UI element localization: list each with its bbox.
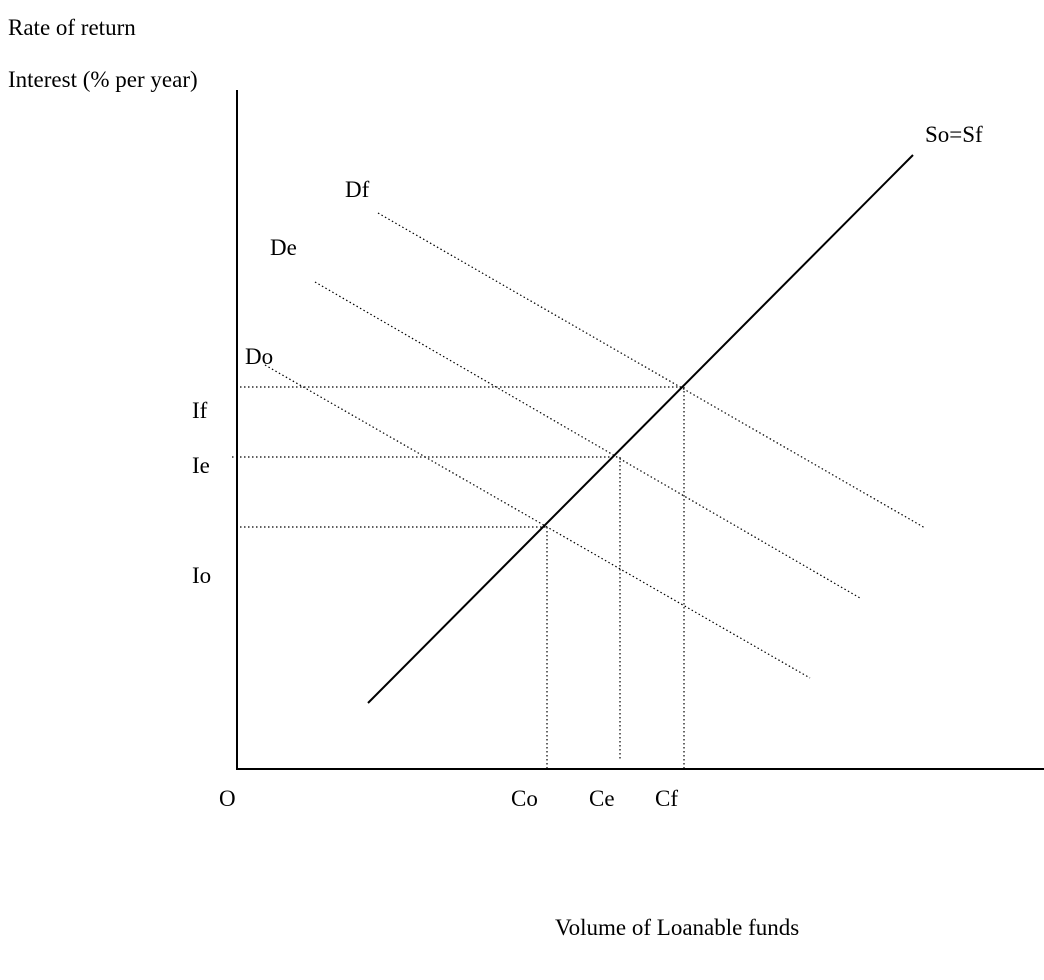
y-title: Rate of return [8, 15, 136, 40]
curve-label: So=Sf [925, 122, 983, 147]
origin-label: O [219, 786, 236, 811]
demand-curve-o [264, 364, 811, 679]
quantity-label: Ce [589, 786, 615, 811]
quantity-label: Co [511, 786, 538, 811]
interest-label: Ie [192, 453, 210, 478]
curve-label: Do [245, 344, 273, 369]
quantity-label: Cf [655, 786, 678, 811]
demand-curve-f [377, 212, 926, 529]
curve-label: De [270, 235, 297, 260]
x-title: Volume of Loanable funds [555, 915, 799, 940]
y-title: Interest (% per year) [8, 67, 198, 92]
supply-curve [367, 154, 914, 704]
demand-curve-e [314, 281, 861, 599]
curve-label: Df [345, 177, 370, 202]
interest-label: If [192, 398, 208, 423]
interest-label: Io [192, 563, 211, 588]
